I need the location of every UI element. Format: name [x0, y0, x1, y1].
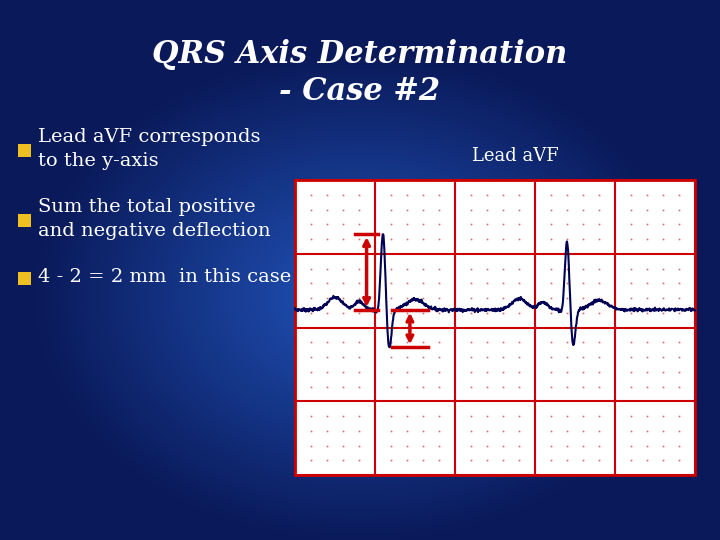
Text: Sum the total positive
and negative deflection: Sum the total positive and negative defl… — [38, 198, 271, 240]
Bar — [18, 272, 31, 285]
Text: QRS Axis Determination: QRS Axis Determination — [153, 39, 567, 71]
Text: Lead aVF corresponds
to the y-axis: Lead aVF corresponds to the y-axis — [38, 127, 261, 171]
Text: Lead aVF: Lead aVF — [472, 147, 559, 165]
Text: 4 - 2 = 2 mm  in this case: 4 - 2 = 2 mm in this case — [38, 268, 292, 286]
Bar — [18, 144, 31, 157]
Bar — [18, 214, 31, 227]
Bar — [295, 180, 695, 475]
Text: - Case #2: - Case #2 — [279, 77, 441, 107]
